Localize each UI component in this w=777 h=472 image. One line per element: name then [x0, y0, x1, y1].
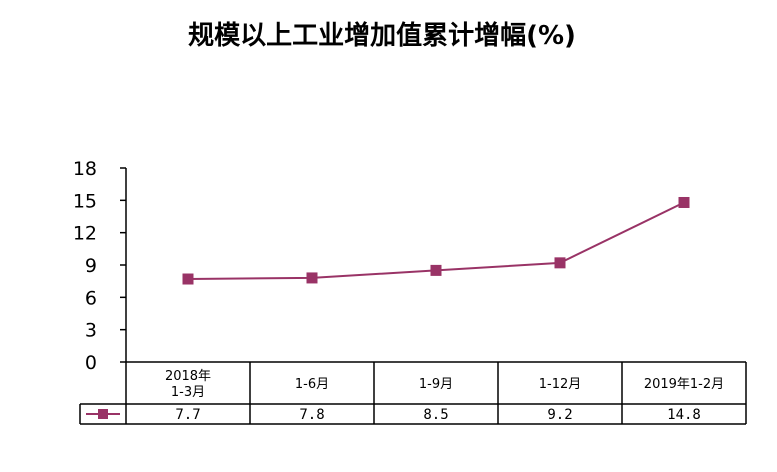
data-point-marker	[182, 273, 194, 285]
data-value-label: 8.5	[423, 407, 448, 423]
data-value-label: 9.2	[547, 407, 572, 423]
data-value-label: 14.8	[667, 407, 701, 423]
x-category-label: 1-9月	[419, 377, 453, 392]
data-value-label: 7.8	[299, 407, 324, 423]
legend-key-marker	[98, 409, 108, 419]
chart-title: 规模以上工业增加值累计增幅(%)	[188, 20, 576, 51]
y-tick-label: 0	[85, 352, 97, 374]
y-tick-label: 9	[85, 255, 97, 277]
y-tick-label: 6	[85, 287, 97, 309]
data-table: 2018年 1-3月 1-6月 1-9月 1-12月 2019年1-2月 7.7 7.8 8.5…	[79, 361, 747, 425]
y-tick-label: 3	[85, 320, 97, 342]
x-category-label: 2019年1-2月	[644, 377, 724, 392]
data-point-marker	[554, 257, 566, 269]
x-category-label: 1-12月	[539, 377, 582, 392]
x-category-label: 2018年 1-3月	[165, 369, 211, 400]
y-tick-label: 12	[73, 223, 97, 245]
y-tick-label: 18	[73, 158, 97, 180]
data-value-label: 7.7	[175, 407, 200, 423]
y-tick-label: 15	[73, 190, 97, 212]
data-point-marker	[678, 196, 690, 208]
x-category-label: 1-6月	[295, 377, 329, 392]
series-line	[182, 196, 690, 285]
data-point-marker	[430, 264, 442, 276]
y-axis: 0 3 6 9 12 15 18	[73, 158, 127, 374]
data-point-marker	[306, 272, 318, 284]
